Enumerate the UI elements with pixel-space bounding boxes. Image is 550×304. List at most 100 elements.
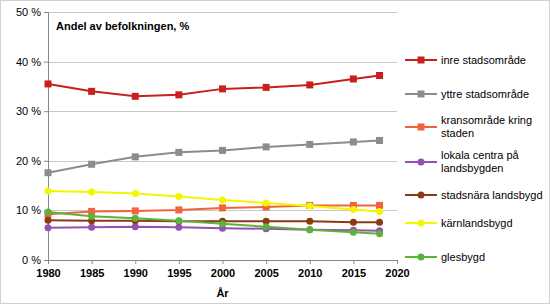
x-tick-label: 2005: [254, 267, 278, 279]
x-axis: 198019851990199520002005201020152020: [36, 260, 409, 279]
series-line: [48, 75, 380, 96]
data-point: [263, 84, 270, 91]
data-point: [376, 219, 383, 226]
data-point: [350, 206, 357, 213]
x-tick-mark: [135, 260, 136, 264]
legend-marker: [418, 254, 425, 261]
y-tick-label: 30 %: [16, 105, 41, 117]
x-tick: 1980: [36, 260, 60, 279]
legend-marker: [418, 57, 425, 64]
data-point: [88, 189, 95, 196]
series: [45, 202, 384, 218]
x-tick-mark: [92, 260, 93, 264]
legend-marker: [418, 220, 425, 227]
legend-item: glesbygd: [405, 251, 485, 263]
data-point: [88, 224, 95, 231]
x-tick: 2005: [254, 260, 278, 279]
y-tick-mark: [44, 62, 48, 63]
grid-line: [48, 12, 397, 13]
data-point: [132, 93, 139, 100]
legend-marker: [418, 124, 425, 131]
data-point: [219, 196, 226, 203]
data-point: [45, 217, 52, 224]
data-point: [132, 190, 139, 197]
data-point: [175, 149, 182, 156]
y-tick-label: 20 %: [16, 155, 41, 167]
legend-label: kärnlandsbygd: [441, 217, 513, 229]
data-point: [88, 213, 95, 220]
x-tick: 1985: [80, 260, 104, 279]
y-tick-mark: [44, 12, 48, 13]
series-line: [48, 191, 380, 211]
chart: 0 % 10 % 20 % 30 % 40 % 50 % 1980 1985 1990 1995 2…: [0, 0, 550, 304]
legend-item: inre stadsområde: [405, 54, 526, 66]
series-line: [48, 212, 380, 234]
legend-marker: [418, 91, 425, 98]
data-point: [45, 80, 52, 87]
legend-item: kärnlandsbygd: [405, 217, 513, 229]
data-point: [132, 215, 139, 222]
data-point: [306, 218, 313, 225]
data-point: [263, 223, 270, 230]
data-point: [132, 223, 139, 230]
series: [45, 208, 384, 237]
data-point: [263, 143, 270, 150]
data-point: [350, 138, 357, 145]
grid-line: [48, 62, 397, 63]
x-tick-label: 1980: [36, 267, 60, 279]
series-line: [48, 140, 380, 172]
data-point: [306, 202, 313, 209]
data-point: [132, 153, 139, 160]
data-point: [45, 208, 52, 215]
data-point: [263, 199, 270, 206]
series: [45, 137, 384, 176]
x-tick: 2000: [211, 260, 235, 279]
data-point: [376, 202, 383, 209]
data-point: [45, 188, 52, 195]
data-point: [219, 147, 226, 154]
data-point: [350, 75, 357, 82]
series-line: [48, 220, 380, 222]
y-tick: 0 %: [22, 254, 48, 266]
data-point: [219, 220, 226, 227]
legend-label: lokala centra pålandsbygden: [441, 149, 520, 174]
data-point: [88, 88, 95, 95]
y-tick: 50 %: [16, 6, 48, 18]
grid: [48, 13, 397, 261]
data-point: [219, 204, 226, 211]
legend-label: stadsnära landsbygd: [441, 189, 543, 201]
data-point: [45, 224, 52, 231]
x-tick-label: 1985: [80, 267, 104, 279]
data-point: [350, 219, 357, 226]
y-tick: 20 %: [16, 155, 48, 167]
y-tick: 40 %: [16, 56, 48, 68]
data-point: [376, 137, 383, 144]
data-point: [376, 230, 383, 237]
x-tick-mark: [266, 260, 267, 264]
data-point: [175, 206, 182, 213]
x-tick-label: 2020: [385, 267, 409, 279]
data-point: [175, 224, 182, 231]
legend-item: stadsnära landsbygd: [405, 189, 543, 201]
data-point: [306, 226, 313, 233]
y-tick: 30 %: [16, 105, 48, 117]
data-point: [88, 161, 95, 168]
series: [45, 217, 384, 226]
legend-marker: [418, 192, 425, 199]
y-tick-label: 10 %: [16, 204, 41, 216]
data-point: [45, 169, 52, 176]
y-tick-mark: [44, 111, 48, 112]
data-point: [175, 91, 182, 98]
y-tick: 10 %: [16, 204, 48, 216]
x-tick-label: 2010: [298, 267, 322, 279]
legend-label: inre stadsområde: [441, 54, 526, 66]
series: [45, 223, 384, 234]
x-axis-line: [49, 261, 398, 265]
data-point: [219, 85, 226, 92]
plot-area: [45, 72, 384, 237]
grid-line: [48, 111, 397, 112]
x-tick-label: 1990: [124, 267, 148, 279]
x-tick-mark: [397, 260, 398, 264]
x-tick-mark: [353, 260, 354, 264]
x-tick-label: 1995: [167, 267, 191, 279]
